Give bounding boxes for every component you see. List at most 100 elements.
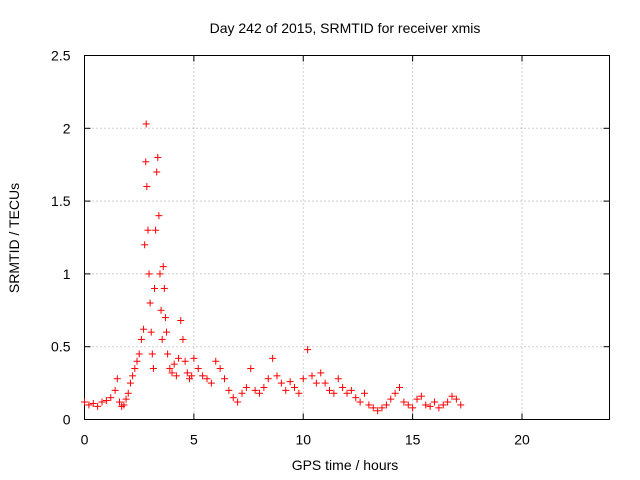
data-point — [147, 328, 155, 336]
data-point — [225, 386, 233, 394]
data-point — [143, 183, 151, 191]
data-point — [183, 369, 191, 377]
data-point — [444, 398, 452, 406]
data-point — [387, 395, 395, 403]
data-point — [158, 335, 166, 343]
data-point — [85, 401, 93, 409]
data-point — [177, 316, 185, 324]
data-point — [282, 386, 290, 394]
x-tick-labels: 0 5 10 15 20 — [81, 432, 530, 448]
data-point — [431, 398, 438, 406]
data-point — [152, 226, 160, 234]
data-point — [168, 369, 176, 377]
data-point — [142, 158, 150, 166]
data-point — [154, 153, 162, 161]
data-point — [343, 389, 351, 397]
data-point — [161, 314, 169, 322]
data-point — [175, 354, 183, 362]
data-point — [330, 389, 338, 397]
data-point — [317, 369, 325, 377]
data-point — [339, 383, 347, 391]
data-point — [229, 394, 237, 402]
y-tick-label: 2 — [63, 120, 71, 136]
data-point — [413, 395, 421, 403]
data-point — [435, 404, 443, 412]
data-point — [89, 399, 97, 407]
data-point — [94, 402, 102, 410]
data-point — [207, 379, 215, 387]
data-point — [452, 395, 460, 403]
y-tick-label: 0.5 — [51, 339, 71, 355]
data-point — [126, 379, 134, 387]
data-point — [422, 401, 430, 409]
data-point — [212, 357, 220, 365]
data-point — [356, 398, 364, 406]
data-point — [124, 389, 132, 397]
data-point — [129, 372, 137, 380]
data-point — [159, 263, 167, 271]
data-point — [170, 360, 178, 368]
data-point — [365, 401, 373, 409]
y-tick-label: 2.5 — [51, 48, 71, 64]
y-tick-label: 1 — [63, 266, 71, 282]
data-point — [146, 299, 154, 307]
axis-ticks — [84, 55, 610, 420]
data-point — [107, 394, 115, 402]
data-point — [133, 357, 141, 365]
data-point — [190, 354, 198, 362]
chart-title: Day 242 of 2015, SRMTID for receiver xmi… — [210, 20, 481, 36]
data-point — [417, 392, 425, 400]
data-point — [369, 404, 377, 412]
y-tick-label: 1.5 — [51, 193, 71, 209]
data-point — [160, 284, 168, 292]
data-point — [391, 389, 399, 397]
data-point — [286, 378, 294, 386]
data-point — [163, 328, 171, 336]
data-point — [439, 401, 447, 409]
data-point — [221, 375, 228, 383]
data-point — [256, 389, 263, 397]
data-point — [400, 398, 408, 406]
x-tick-label: 10 — [295, 432, 311, 448]
data-point — [144, 226, 152, 234]
data-point — [426, 402, 434, 410]
data-point — [378, 404, 386, 412]
data-point — [81, 398, 88, 406]
data-point — [140, 325, 148, 333]
data-point — [157, 306, 165, 314]
data-point — [457, 401, 465, 409]
x-tick-label: 0 — [81, 432, 89, 448]
data-point — [448, 392, 456, 400]
data-point — [98, 398, 106, 406]
data-point — [142, 120, 150, 128]
data-point — [304, 346, 312, 354]
x-axis-label: GPS time / hours — [292, 457, 399, 473]
data-point — [153, 168, 161, 176]
data-point — [396, 383, 403, 391]
data-point — [156, 270, 164, 278]
data-point — [203, 375, 211, 383]
data-point — [308, 372, 316, 380]
data-point — [234, 398, 242, 406]
data-point — [291, 383, 298, 391]
data-point — [216, 365, 224, 373]
grid — [84, 55, 610, 420]
y-axis-label: SRMTID / TECUs — [6, 183, 22, 293]
data-point — [199, 372, 207, 380]
data-point — [135, 350, 143, 358]
data-point — [137, 335, 145, 343]
x-tick-label: 15 — [405, 432, 421, 448]
data-point — [374, 407, 382, 415]
data-point — [382, 401, 390, 409]
data-point — [334, 375, 342, 383]
data-point — [347, 386, 355, 394]
data-point — [242, 383, 250, 391]
data-point — [181, 357, 189, 365]
data-point — [149, 365, 157, 373]
data-point — [111, 386, 119, 394]
data-point — [131, 365, 139, 373]
y-tick-label: 0 — [63, 412, 71, 428]
data-point — [151, 284, 158, 292]
data-points — [81, 120, 465, 415]
